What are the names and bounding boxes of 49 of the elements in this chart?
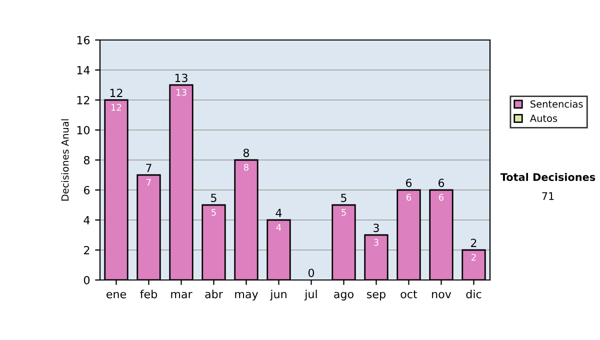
y-tick-label: 12 <box>77 96 90 104</box>
total-label: 6 <box>438 178 444 188</box>
data-label: 12 <box>112 104 122 111</box>
total-label: 12 <box>110 88 122 97</box>
x-tick-label: may <box>235 292 258 300</box>
data-label: 2 <box>472 254 476 261</box>
total-label: 5 <box>341 194 346 202</box>
y-tick-label: 6 <box>84 186 90 194</box>
y-tick-label: 0 <box>84 276 90 284</box>
total-label: 5 <box>211 194 216 202</box>
y-tick-label: 8 <box>84 156 90 164</box>
data-label: 3 <box>374 238 378 246</box>
x-tick-label: feb <box>140 290 158 298</box>
x-tick-label: dic <box>466 290 482 298</box>
x-tick-label: ene <box>106 292 126 298</box>
data-label: 7 <box>146 179 151 186</box>
legend-label: Sentencias <box>530 100 583 108</box>
x-tick-label: mar <box>171 292 192 298</box>
data-label: 8 <box>244 164 249 171</box>
y-tick-label: 10 <box>77 126 90 134</box>
y-tick-label: 4 <box>84 216 90 224</box>
total-label: 7 <box>146 164 152 172</box>
x-tick-label: nov <box>432 292 452 298</box>
data-label: 13 <box>176 88 186 96</box>
data-label: 5 <box>212 209 216 216</box>
text: 71 <box>542 192 554 200</box>
y-tick-label: 14 <box>77 66 90 74</box>
total-label: 8 <box>243 148 250 158</box>
data-label: 5 <box>342 209 346 216</box>
y-tick-label: 2 <box>84 246 90 254</box>
legend-label: Autos <box>530 114 558 122</box>
x-tick-label: oct <box>400 290 418 298</box>
total-label: 2 <box>471 238 476 247</box>
x-tick-label: abr <box>205 290 223 298</box>
data-label: 6 <box>406 194 412 201</box>
total-label: 3 <box>374 224 379 232</box>
x-tick-label: sep <box>367 292 386 300</box>
total-label: 4 <box>276 208 282 217</box>
x-tick-label: jul <box>304 290 317 300</box>
total-label: 13 <box>175 74 188 82</box>
x-tick-label: ago <box>334 292 354 300</box>
text: Total Decisiones <box>500 172 596 182</box>
data-label: 4 <box>276 224 282 231</box>
data-label: 6 <box>439 194 444 201</box>
y-axis-title: Decisiones Anual <box>61 119 69 201</box>
total-label: 0 <box>308 268 314 278</box>
x-tick-label: jun <box>270 290 286 300</box>
total-label: 6 <box>406 178 412 188</box>
y-tick-label: 16 <box>77 36 90 44</box>
